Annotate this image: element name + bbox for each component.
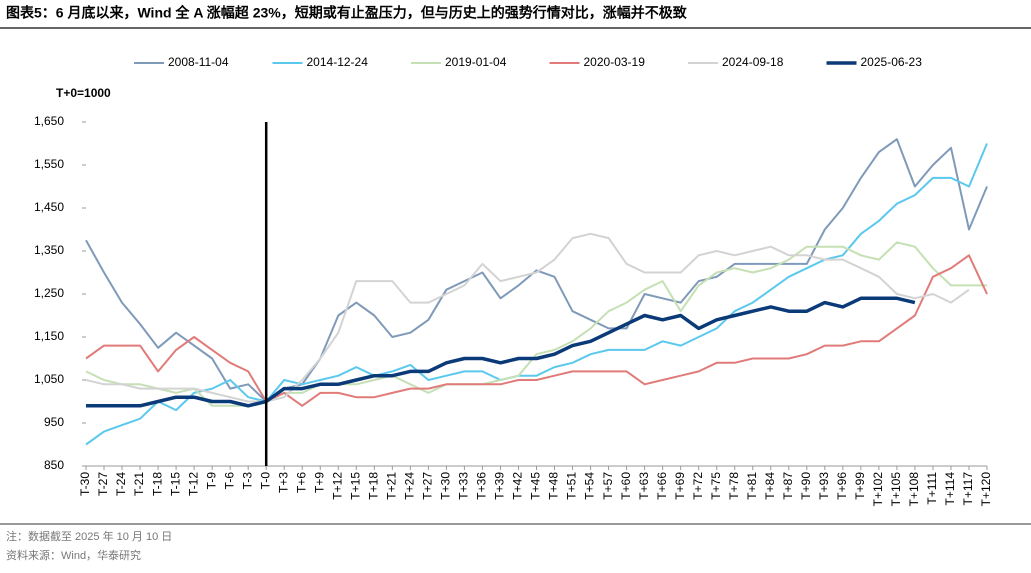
- x-tick-label: T+111: [925, 472, 939, 505]
- x-tick-label: T+69: [673, 472, 687, 500]
- x-tick-label: T-30: [78, 472, 92, 496]
- x-tick-label: T-18: [150, 472, 164, 496]
- x-tick-label: T+18: [366, 472, 380, 500]
- x-tick-label: T-12: [186, 472, 200, 496]
- x-tick-label: T+66: [655, 472, 669, 500]
- x-tick-label: T+12: [330, 472, 344, 500]
- series-line: [85, 241, 987, 407]
- series-line: [86, 296, 916, 408]
- x-tick-label: T+24: [403, 472, 417, 500]
- y-tick-label: 1,450: [34, 200, 64, 214]
- x-tick-label: T+75: [709, 472, 723, 500]
- x-tick-label: T+96: [835, 472, 849, 500]
- source: 资料来源：Wind，华泰研究: [6, 548, 141, 562]
- x-tick-label: T+102: [871, 472, 885, 507]
- y-tick-label: 1,050: [34, 372, 64, 386]
- x-tick-label: T-9: [204, 472, 218, 490]
- legend-label: 2008-11-04: [168, 55, 229, 69]
- y-tick-label: 1,650: [34, 114, 64, 128]
- x-tick-label: T+51: [565, 472, 579, 500]
- x-tick-label: T+33: [457, 472, 471, 500]
- x-tick-label: T+39: [493, 472, 507, 500]
- y-tick-label: 850: [44, 458, 64, 472]
- legend-label: 2025-06-23: [861, 55, 923, 69]
- x-tick-label: T+6: [294, 472, 308, 493]
- series-line: [85, 254, 988, 407]
- x-tick-label: T-24: [114, 472, 128, 496]
- x-tick-label: T+90: [799, 472, 813, 500]
- x-tick-label: T+72: [691, 472, 705, 500]
- x-tick-label: T+36: [475, 472, 489, 500]
- y-tick-label: 1,550: [34, 157, 64, 171]
- note: 注：数据截至 2025 年 10 月 10 日: [6, 529, 172, 543]
- legend-label: 2019-01-04: [445, 55, 507, 69]
- y-tick-label: 1,250: [34, 286, 64, 300]
- legend-label: 2024-09-18: [722, 55, 784, 69]
- y-tick-label: 1,350: [34, 243, 64, 257]
- x-tick-label: T+117: [961, 472, 975, 506]
- x-tick-label: T-0: [258, 472, 272, 490]
- series-line: [85, 143, 988, 446]
- x-tick-label: T+108: [907, 472, 921, 507]
- x-tick-label: T+54: [583, 472, 597, 500]
- series-line: [85, 138, 988, 403]
- series-line: [85, 232, 970, 403]
- x-tick-label: T+87: [781, 472, 795, 500]
- x-tick-label: T+78: [727, 472, 741, 500]
- chart-title: 图表5：6 月底以来，Wind 全 A 涨幅超 23%，短期或有止盈压力，但与历…: [6, 5, 688, 21]
- x-tick-label: T-21: [132, 472, 146, 496]
- x-tick-label: T+48: [547, 472, 561, 500]
- x-tick-label: T+9: [312, 472, 326, 493]
- x-tick-label: T+84: [763, 472, 777, 500]
- x-tick-label: T+81: [745, 472, 759, 500]
- y-tick-label: 950: [44, 415, 64, 429]
- x-tick-label: T+21: [385, 472, 399, 500]
- x-tick-label: T+42: [511, 472, 525, 500]
- x-tick-label: T-15: [168, 472, 182, 496]
- y-axis-label: T+0=1000: [56, 86, 111, 100]
- x-tick-label: T+93: [817, 472, 831, 500]
- legend-label: 2014-12-24: [307, 55, 369, 69]
- x-tick-label: T+45: [529, 472, 543, 500]
- x-tick-label: T+27: [421, 472, 435, 500]
- legend-label: 2020-03-19: [584, 55, 646, 69]
- x-tick-label: T-3: [240, 472, 254, 490]
- x-tick-label: T+60: [619, 472, 633, 500]
- x-tick-label: T-6: [222, 472, 236, 490]
- x-tick-label: T+57: [601, 472, 615, 500]
- x-tick-label: T+30: [439, 472, 453, 500]
- x-tick-label: T+99: [853, 472, 867, 500]
- x-tick-label: T+15: [348, 472, 362, 500]
- x-tick-label: T+120: [979, 472, 993, 507]
- y-tick-label: 1,150: [34, 329, 64, 343]
- x-tick-label: T+114: [943, 472, 957, 506]
- x-tick-label: T+63: [637, 472, 651, 500]
- x-tick-label: T+105: [889, 472, 903, 507]
- x-tick-label: T+3: [276, 472, 290, 493]
- x-tick-label: T-27: [96, 472, 110, 496]
